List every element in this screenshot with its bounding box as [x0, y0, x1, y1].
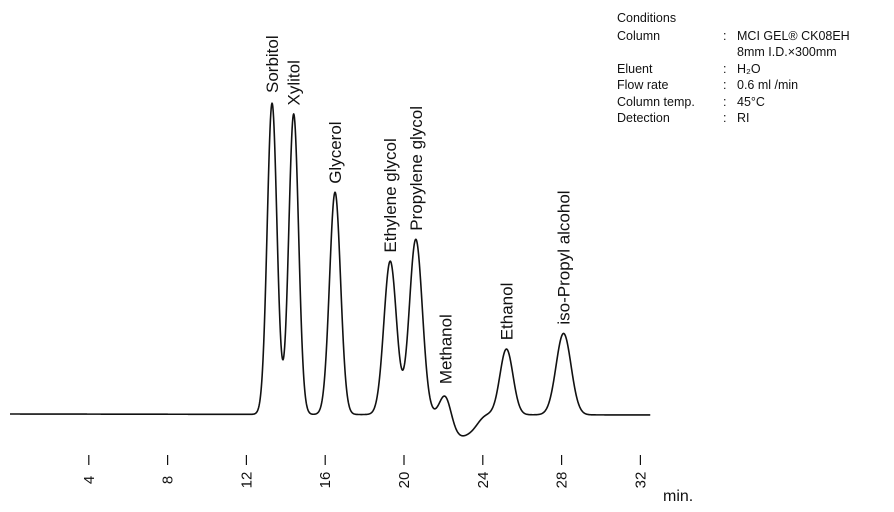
x-tick-label-20: 20 [396, 472, 413, 489]
x-axis-ticks: 4 8 12 16 20 24 28 32 [81, 455, 649, 489]
peak-label-methanol: Methanol [436, 314, 455, 384]
condition-row: Detection: RI [617, 110, 850, 127]
x-tick-label-28: 28 [554, 472, 571, 489]
condition-row: Column temp.:45°C [617, 94, 850, 111]
peak-label-propylene-glycol: Propylene glycol [407, 106, 426, 231]
condition-value: 45°C [737, 94, 765, 109]
x-tick-label-8: 8 [160, 476, 177, 484]
condition-separator: : [723, 111, 727, 125]
peak-label-iso-propyl-alcohol: iso-Propyl alcohol [555, 190, 574, 324]
condition-key: Flow rate [617, 78, 669, 92]
condition-row: Flow rate:0.6 ml /min [617, 77, 850, 94]
condition-separator: : [723, 61, 727, 76]
conditions-title: Conditions [617, 11, 677, 25]
conditions-table: Column: MCI GEL® CK08EH 8mm I.D.×300mm Elue… [617, 28, 850, 127]
peak-label-glycerol: Glycerol [326, 121, 345, 183]
condition-key [617, 44, 723, 61]
condition-key: Detection [617, 111, 670, 125]
condition-row: 8mm I.D.×300mm [617, 44, 850, 61]
x-tick-label-12: 12 [238, 472, 255, 489]
x-tick-label-32: 32 [632, 472, 649, 489]
condition-value: 0.6 ml /min [737, 78, 799, 92]
peak-labels: Sorbitol Xylitol Glycerol Ethylene glycol Pr… [263, 35, 574, 384]
condition-key: Eluent [617, 61, 653, 76]
condition-value: H₂O [737, 61, 761, 76]
x-tick-label-24: 24 [475, 472, 492, 489]
condition-separator: : [723, 78, 727, 92]
x-tick-label-4: 4 [81, 476, 98, 484]
condition-row: Eluent: H₂O [617, 61, 850, 78]
conditions-panel: Conditions Column: MCI GEL® CK08EH 8mm I.D… [617, 10, 850, 127]
condition-separator [723, 44, 737, 61]
condition-row: Column: MCI GEL® CK08EH [617, 28, 850, 45]
condition-separator: : [723, 94, 727, 109]
x-tick-label-16: 16 [317, 472, 334, 489]
peak-label-xylitol: Xylitol [285, 60, 304, 105]
peak-label-ethanol: Ethanol [497, 283, 516, 341]
peak-label-sorbitol: Sorbitol [263, 35, 282, 93]
condition-value: 8mm I.D.×300mm [737, 45, 837, 59]
condition-key: Column [617, 28, 661, 43]
chromatogram-trace [9, 102, 651, 437]
x-axis-unit-label: min. [663, 488, 693, 505]
condition-separator: : [723, 28, 727, 43]
condition-value: MCI GEL® CK08EH [737, 28, 850, 43]
peak-label-ethylene-glycol: Ethylene glycol [381, 138, 400, 252]
condition-key: Column temp. [617, 94, 695, 109]
condition-value: RI [737, 111, 750, 125]
